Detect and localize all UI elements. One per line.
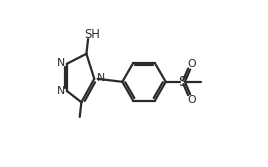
Text: SH: SH [84, 28, 100, 41]
Text: N: N [97, 73, 105, 83]
Text: S: S [178, 75, 187, 89]
Text: O: O [188, 59, 196, 69]
Text: N: N [57, 86, 65, 96]
Text: O: O [188, 95, 196, 105]
Text: N: N [57, 58, 65, 68]
